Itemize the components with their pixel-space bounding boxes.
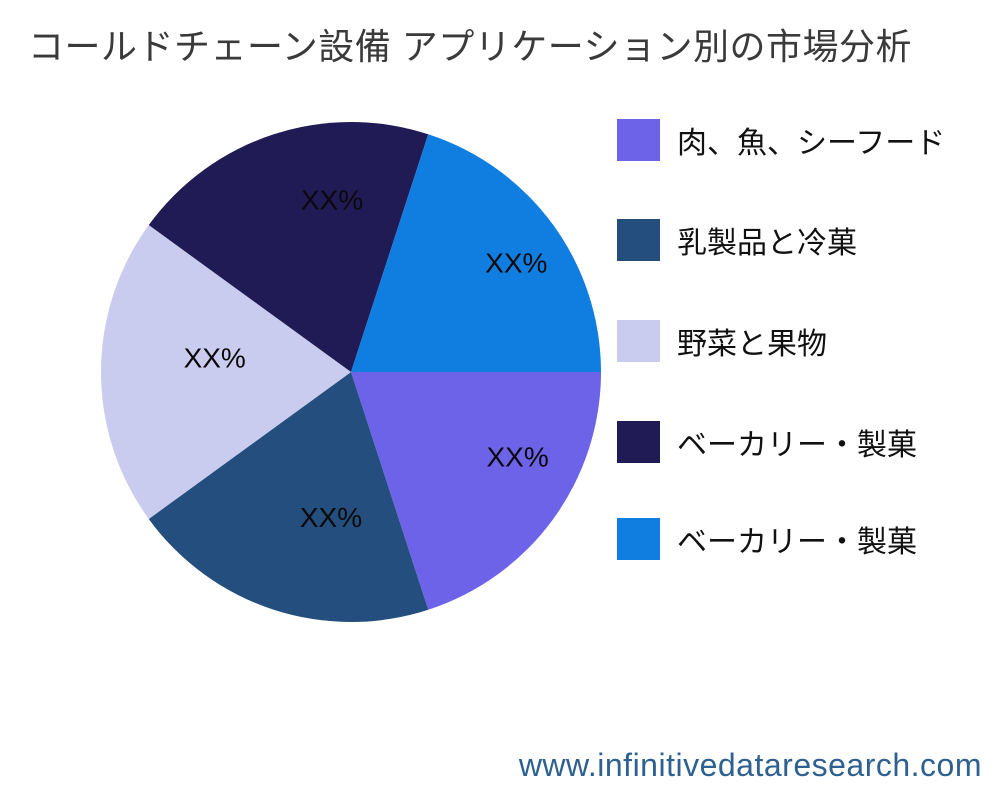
legend-item-vegetables-fruits: 野菜と果物 [617, 320, 827, 362]
pie-slice-percent-label: XX% [184, 342, 246, 373]
legend-swatch [617, 320, 660, 362]
legend-label: 肉、魚、シーフード [677, 127, 946, 160]
legend-label: 乳製品と冷菓 [677, 227, 857, 260]
legend-label: 野菜と果物 [677, 328, 827, 361]
legend-swatch [617, 421, 660, 463]
legend: 肉、魚、シーフード 乳製品と冷菓 野菜と果物 ベーカリー・製菓 ベーカリー・製菓 [617, 0, 987, 620]
pie-slice-3 [148, 122, 429, 373]
legend-label: ベーカリー・製菓 [677, 526, 917, 559]
pie-slice-2 [101, 225, 351, 519]
legend-item-meat-fish-seafood: 肉、魚、シーフード [617, 119, 945, 161]
legend-swatch [617, 219, 660, 261]
pie-slice-0 [351, 372, 601, 610]
chart-title: コールドチェーン設備 アプリケーション別の市場分析 [28, 26, 912, 67]
pie-slice-percent-label: XX% [486, 441, 548, 472]
legend-item-dairy-frozen: 乳製品と冷菓 [617, 219, 857, 261]
legend-item-bakery-confectionery-2: ベーカリー・製菓 [617, 518, 917, 560]
pie-slice-4 [351, 134, 601, 372]
footer-website: www.infinitivedataresearch.com [518, 747, 982, 783]
pie-slice-percent-label: XX% [485, 248, 547, 279]
legend-item-bakery-confectionery-1: ベーカリー・製菓 [617, 421, 917, 463]
legend-label: ベーカリー・製菓 [677, 429, 917, 462]
pie-slice-1 [148, 372, 429, 622]
legend-swatch [617, 119, 660, 161]
pie-slice-percent-label: XX% [301, 185, 363, 216]
legend-swatch [617, 518, 660, 560]
pie-slice-percent-label: XX% [300, 502, 362, 533]
